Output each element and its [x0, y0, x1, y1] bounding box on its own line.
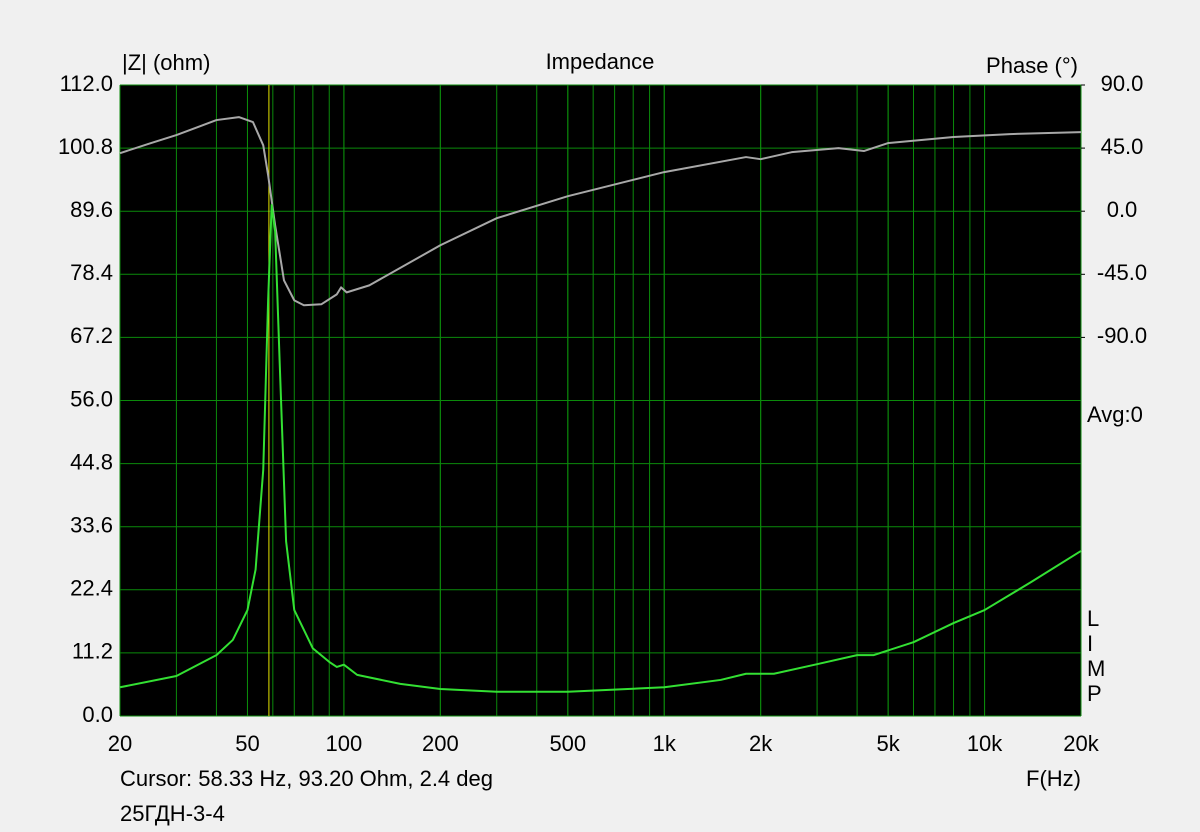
- x-axis-label: F(Hz): [1026, 766, 1081, 791]
- chart-title: Impedance: [546, 49, 655, 74]
- y-tick-label: 78.4: [70, 260, 113, 285]
- x-tick-label: 20: [108, 731, 132, 756]
- y2-tick-label: 45.0: [1101, 134, 1144, 159]
- y-tick-label: 33.6: [70, 513, 113, 538]
- y2-tick-label: -45.0: [1097, 260, 1147, 285]
- y2-tick-label: 0.0: [1107, 197, 1138, 222]
- y-tick-label: 44.8: [70, 449, 113, 474]
- y-tick-label: 11.2: [72, 639, 113, 664]
- y-tick-label: 67.2: [70, 323, 113, 348]
- y-tick-label: 0.0: [82, 702, 113, 727]
- y2-tick-label: -90.0: [1097, 323, 1147, 348]
- y-tick-label: 22.4: [70, 576, 113, 601]
- x-tick-label: 2k: [749, 731, 773, 756]
- x-tick-label: 5k: [877, 731, 901, 756]
- series-line: [119, 116, 1082, 307]
- y-tick-label: 100.8: [58, 134, 113, 159]
- x-tick-label: 100: [326, 731, 363, 756]
- brand-letter: P: [1087, 681, 1102, 706]
- series-line: [119, 204, 1082, 693]
- y-tick-label: 112.0: [60, 71, 113, 96]
- cursor-text: Cursor: 58.33 Hz, 93.20 Ohm, 2.4 deg: [120, 766, 493, 791]
- y-tick-label: 56.0: [70, 386, 113, 411]
- y-tick-label: 89.6: [70, 197, 113, 222]
- brand-letter: L: [1087, 606, 1099, 631]
- x-tick-label: 500: [549, 731, 586, 756]
- footer: 25ГДН-3-4: [120, 801, 225, 826]
- brand-letter: M: [1087, 656, 1105, 681]
- y-axis-label: |Z| (ohm): [122, 50, 210, 75]
- x-tick-label: 20k: [1063, 731, 1099, 756]
- x-tick-label: 1k: [653, 731, 677, 756]
- x-tick-label: 200: [422, 731, 459, 756]
- x-tick-label: 10k: [967, 731, 1003, 756]
- y2-axis-label: Phase (°): [986, 53, 1078, 78]
- brand-letter: I: [1087, 631, 1093, 656]
- avg-label: Avg:0: [1087, 402, 1143, 427]
- y2-tick-label: 90.0: [1101, 71, 1144, 96]
- x-tick-label: 50: [235, 731, 259, 756]
